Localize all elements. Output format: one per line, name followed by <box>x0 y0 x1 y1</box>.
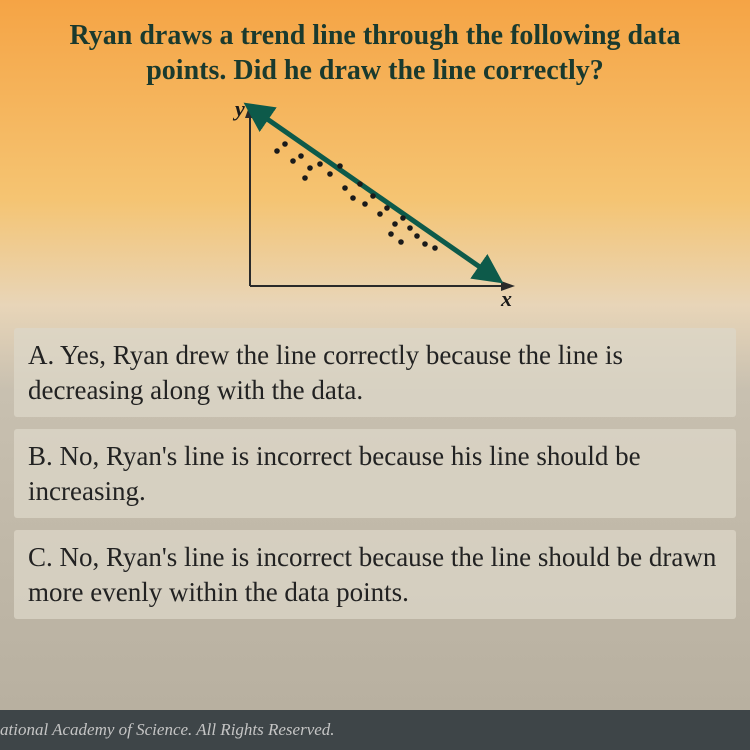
x-axis-label: x <box>500 286 512 311</box>
question-text: Ryan draws a trend line through the foll… <box>30 18 720 88</box>
answer-option-c[interactable]: C. No, Ryan's line is incorrect because … <box>14 530 736 619</box>
chart-svg: y x <box>205 96 545 316</box>
content-area: Ryan draws a trend line through the foll… <box>0 0 750 710</box>
answers-container: A. Yes, Ryan drew the line correctly bec… <box>0 328 750 619</box>
footer-bar: ational Academy of Science. All Rights R… <box>0 710 750 750</box>
scatter-chart: y x <box>205 96 545 316</box>
footer-text: ational Academy of Science. All Rights R… <box>0 720 335 739</box>
scatter-points <box>274 141 438 251</box>
trend-line <box>260 114 487 272</box>
y-axis-label: y <box>232 96 245 121</box>
answer-option-a[interactable]: A. Yes, Ryan drew the line correctly bec… <box>14 328 736 417</box>
question-block: Ryan draws a trend line through the foll… <box>0 0 750 96</box>
answer-option-b[interactable]: B. No, Ryan's line is incorrect because … <box>14 429 736 518</box>
